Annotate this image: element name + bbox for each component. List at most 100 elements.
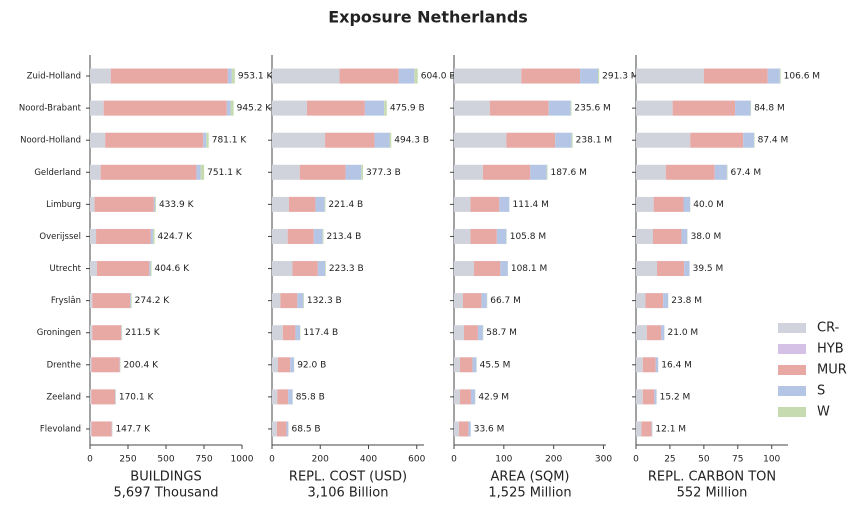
x-tick-label: 500 — [157, 455, 174, 465]
bar-segment — [636, 100, 673, 116]
bar-segment — [345, 164, 362, 180]
bar-segment — [414, 68, 418, 84]
bar-segment — [200, 164, 205, 180]
bar-segment — [272, 293, 281, 309]
x-axis-subtitle: 552 Million — [677, 486, 748, 501]
bar-segment — [570, 100, 572, 116]
legend-label: MUR — [817, 363, 847, 378]
bar-segment — [454, 132, 507, 148]
bar-segment — [90, 164, 101, 180]
total-label: 45.5 M — [480, 360, 511, 370]
bar-segment — [636, 261, 658, 277]
x-axis-subtitle: 3,106 Billion — [308, 486, 389, 501]
total-label: 85.8 B — [296, 392, 325, 402]
bar-segment — [743, 132, 755, 148]
bar-segment — [90, 132, 106, 148]
bar-segment — [152, 228, 155, 244]
legend-swatch — [778, 323, 806, 333]
bar-segment — [672, 100, 736, 116]
x-tick-label: 100 — [763, 455, 780, 465]
bar-segment — [653, 196, 684, 212]
bar-segment — [580, 68, 599, 84]
bar-segment — [286, 421, 289, 437]
bar-segment — [90, 100, 104, 116]
bar-segment — [506, 132, 556, 148]
total-label: 67.4 M — [730, 168, 761, 178]
total-label: 15.2 M — [660, 392, 691, 402]
bar-segment — [103, 100, 227, 116]
total-label: 58.7 M — [486, 328, 517, 338]
total-label: 38.0 M — [691, 232, 722, 242]
bar-segment — [636, 389, 643, 405]
total-label: 200.4 K — [123, 360, 159, 370]
bar-segment — [636, 196, 654, 212]
bar-segment — [227, 68, 232, 84]
total-label: 111.4 M — [513, 200, 549, 210]
total-label: 433.9 K — [159, 200, 195, 210]
y-tick-label: Noord-Holland — [20, 136, 81, 146]
total-label: 84.8 M — [754, 104, 785, 114]
bar-segment — [665, 164, 715, 180]
bar-segment — [149, 261, 151, 277]
x-axis-label: REPL. CARBON TON — [648, 470, 776, 485]
x-axis-label: BUILDINGS — [130, 470, 201, 485]
chart-title: Exposure Netherlands — [328, 8, 528, 27]
total-label: 781.1 K — [212, 136, 248, 146]
bar-segment — [203, 132, 207, 148]
x-tick-label: 400 — [360, 455, 377, 465]
total-label: 66.7 M — [490, 296, 521, 306]
bar-segment — [131, 293, 132, 309]
bar-segment — [317, 261, 326, 277]
bar-segment — [459, 389, 471, 405]
bar-segment — [384, 100, 387, 116]
bar-segment — [290, 357, 294, 373]
bar-segment — [288, 196, 316, 212]
total-label: 117.4 B — [303, 328, 338, 338]
y-tick-label: Zeeland — [46, 392, 81, 402]
bar-segment — [454, 293, 463, 309]
x-tick-label: 600 — [408, 455, 425, 465]
bar-segment — [282, 325, 296, 341]
total-label: 953.1 K — [238, 72, 274, 82]
x-axis-label: REPL. COST (USD) — [289, 470, 407, 485]
total-label: 42.9 M — [478, 392, 509, 402]
bar-segment — [470, 196, 500, 212]
total-label: 221.4 B — [328, 200, 363, 210]
bar-segment — [496, 228, 507, 244]
bar-segment — [288, 389, 293, 405]
x-tick-label: 200 — [545, 455, 562, 465]
x-tick-label: 25 — [664, 455, 675, 465]
bar-segment — [90, 261, 97, 277]
bar-segment — [90, 421, 92, 437]
bar-segment — [272, 68, 340, 84]
x-tick-label: 0 — [269, 455, 275, 465]
bar-segment — [482, 164, 531, 180]
bar-segment — [703, 68, 768, 84]
bar-segment — [684, 261, 690, 277]
bar-segment — [454, 196, 471, 212]
bar-segment — [90, 228, 97, 244]
bar-segment — [454, 389, 460, 405]
bar-segment — [571, 132, 573, 148]
bar-segment — [313, 228, 323, 244]
bar-segment — [297, 293, 304, 309]
legend-swatch — [778, 407, 806, 417]
bar-segment — [459, 357, 473, 373]
total-label: 40.0 M — [693, 200, 724, 210]
bar-segment — [96, 228, 151, 244]
bar-segment — [454, 228, 471, 244]
bar-segment — [462, 293, 482, 309]
bar-segment — [454, 68, 522, 84]
bar-segment — [287, 228, 314, 244]
bar-segment — [657, 261, 685, 277]
x-tick-label: 100 — [495, 455, 512, 465]
bar-segment — [315, 196, 325, 212]
total-label: 223.3 B — [329, 264, 364, 274]
bar-segment — [646, 325, 662, 341]
total-label: 105.8 M — [510, 232, 546, 242]
bar-segment — [299, 164, 346, 180]
bar-segment — [153, 196, 156, 212]
total-label: 12.1 M — [655, 424, 686, 434]
bar-segment — [280, 293, 298, 309]
bar-segment — [325, 132, 375, 148]
